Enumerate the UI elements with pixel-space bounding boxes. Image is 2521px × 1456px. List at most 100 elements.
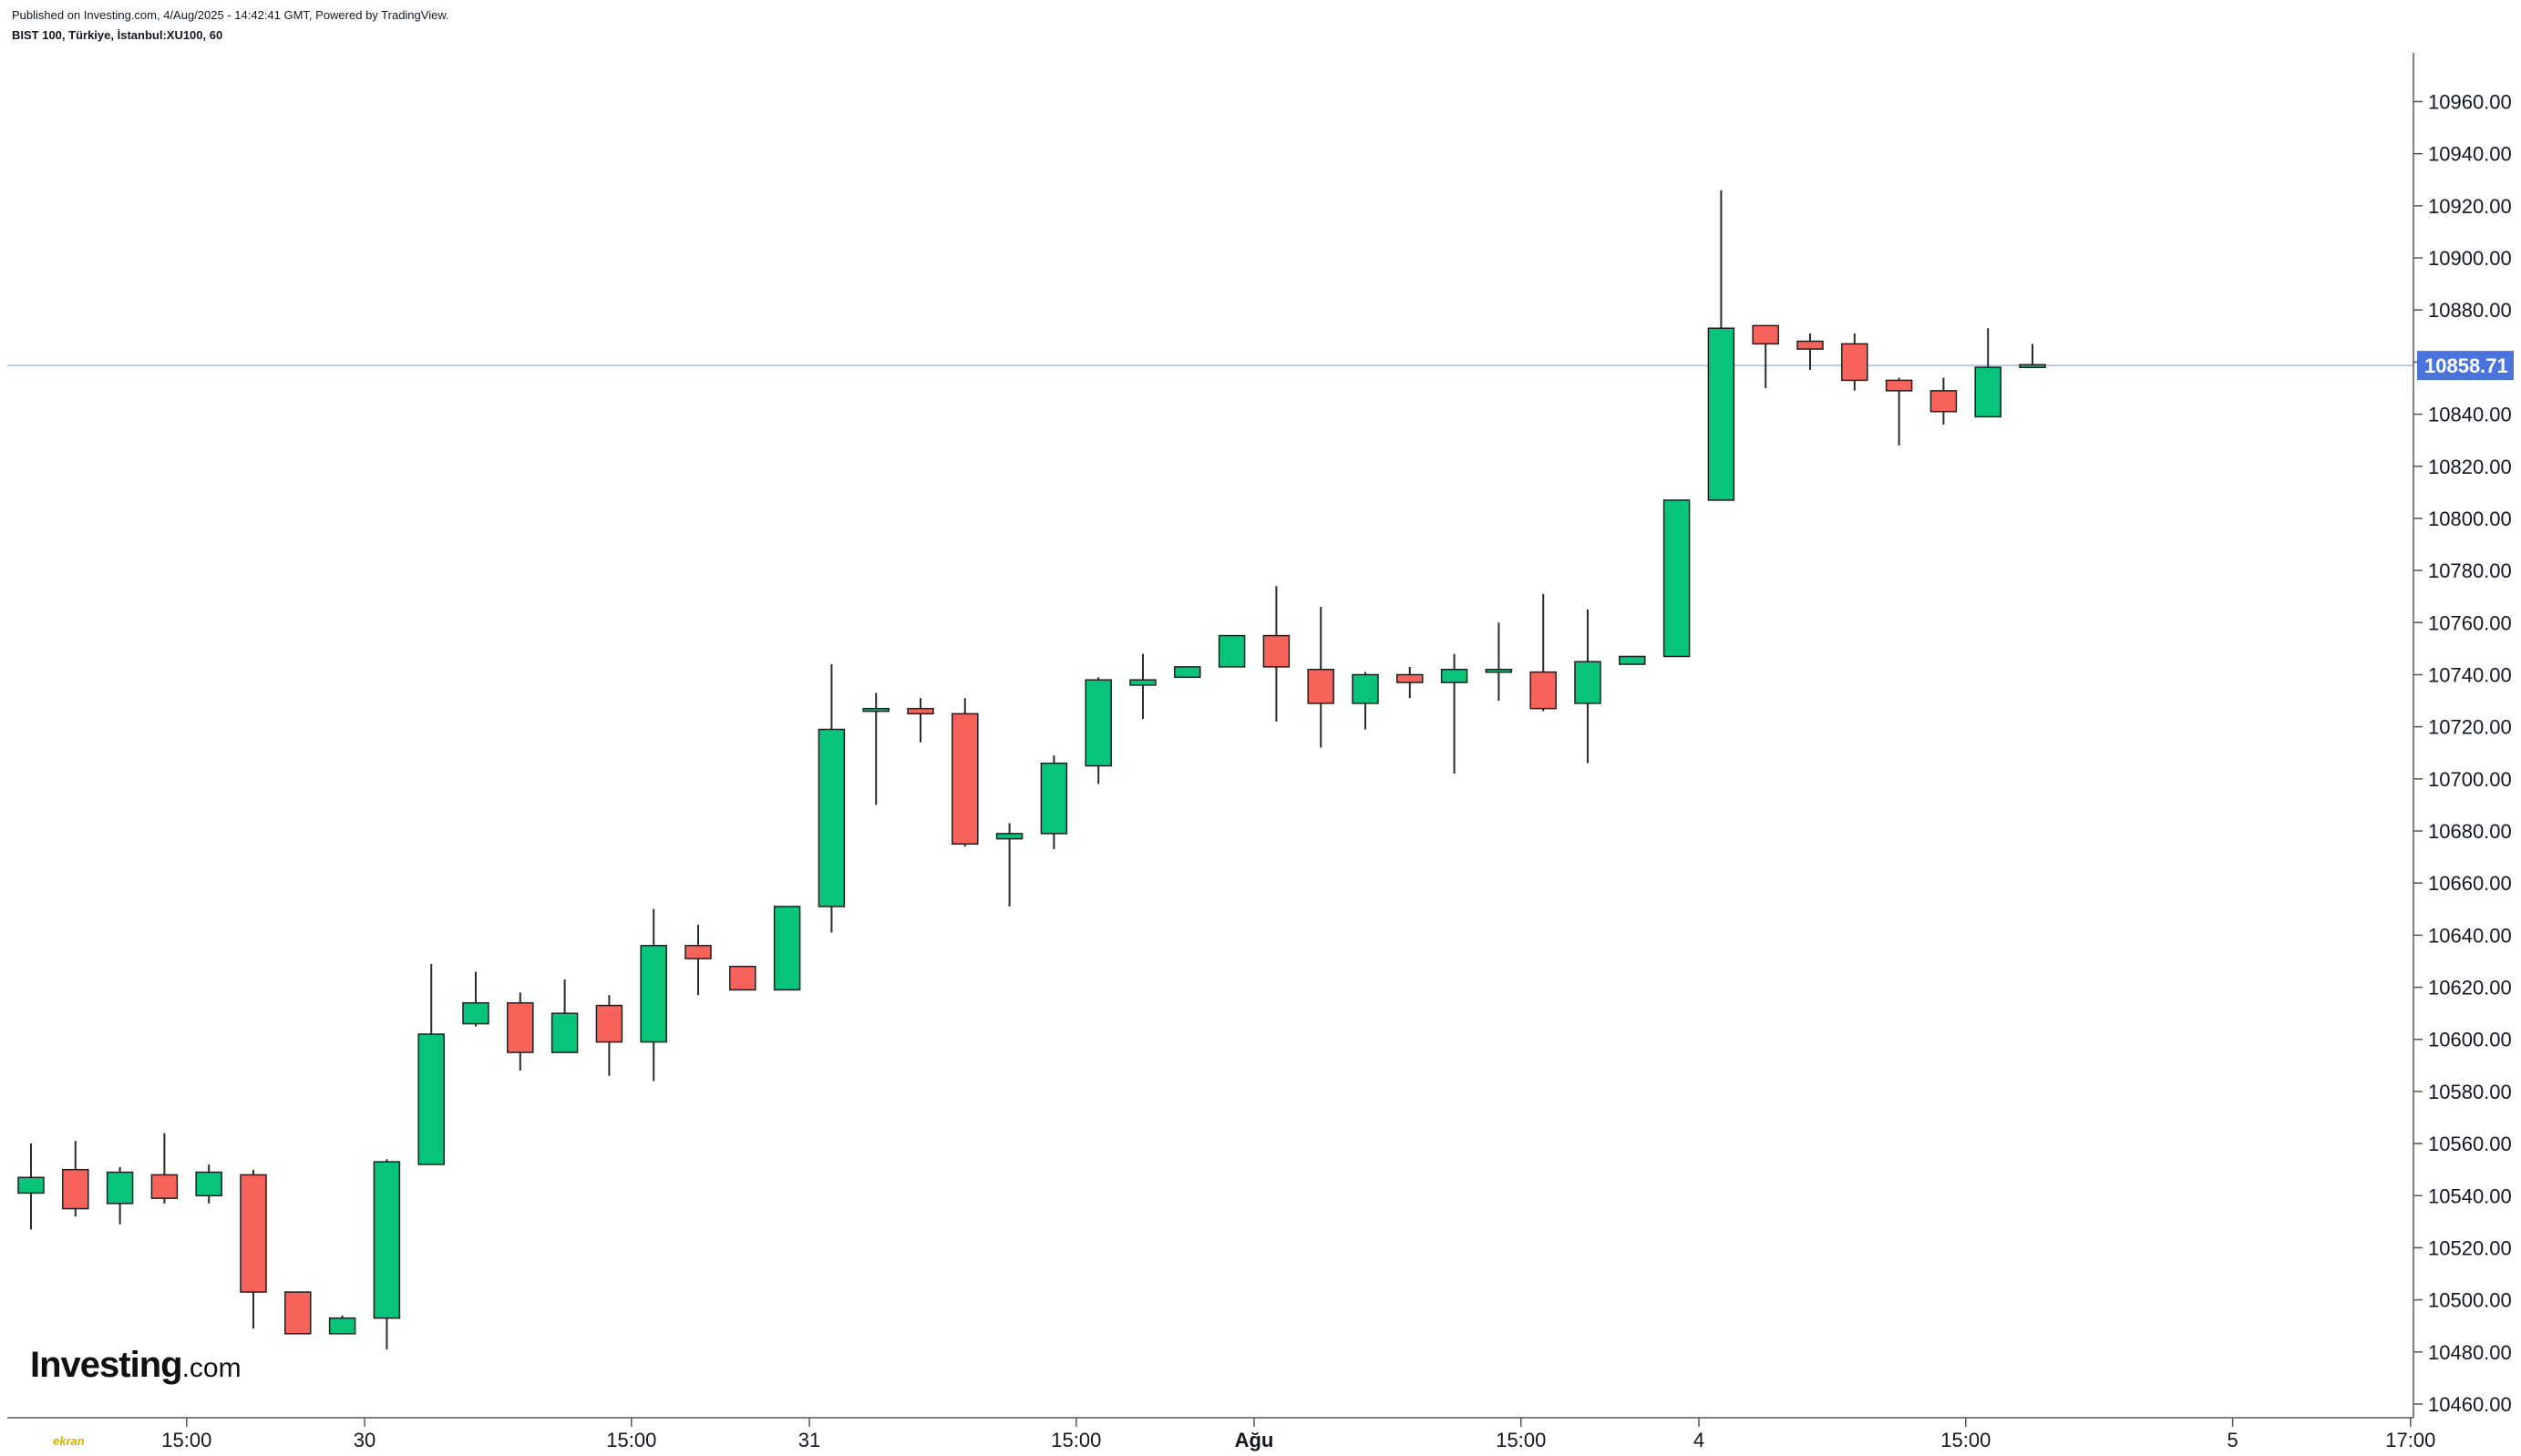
candle (1752, 324, 1779, 388)
x-tick-label: 30 (354, 1429, 376, 1451)
candle-body (62, 1168, 89, 1210)
x-tick-label: 5 (2227, 1429, 2238, 1451)
candle (1396, 666, 1424, 699)
candle-body (106, 1171, 134, 1205)
x-tick-label: 15:00 (1940, 1429, 1991, 1451)
candle-body (1529, 671, 1557, 710)
candles (17, 190, 2046, 1349)
candle-body (462, 1001, 489, 1025)
candle-body (17, 1176, 45, 1195)
candle-body (1796, 340, 1824, 350)
candle (1929, 377, 1958, 426)
candle-body (1396, 673, 1424, 683)
y-tick-label: 10600.00 (2428, 1029, 2512, 1051)
candle-body (818, 728, 846, 907)
logo-tld: .com (181, 1353, 242, 1383)
candle-body (1662, 499, 1691, 658)
candle (1662, 499, 1691, 658)
candle-body (1707, 327, 1735, 501)
logo-brand: Investing (30, 1345, 183, 1385)
candle (2019, 343, 2046, 369)
candle (507, 992, 534, 1071)
candle-body (995, 833, 1024, 840)
candle-body (1352, 673, 1379, 704)
candle (1085, 677, 1112, 784)
x-tick-label: 15:00 (1496, 1429, 1546, 1451)
candle (1885, 377, 1913, 446)
y-tick-label: 10740.00 (2428, 663, 2512, 686)
candle (1707, 190, 1735, 501)
candle-body (595, 1004, 623, 1043)
candle-body (952, 713, 979, 846)
candle-body (684, 945, 712, 959)
candle-body (417, 1033, 445, 1165)
candle-body (240, 1174, 267, 1293)
y-tick-label: 10520.00 (2428, 1236, 2512, 1259)
candle (1529, 593, 1557, 712)
y-tick-label: 10760.00 (2428, 611, 2512, 634)
y-tick-label: 10500.00 (2428, 1289, 2512, 1312)
y-tick-label: 10840.00 (2428, 404, 2512, 426)
y-tick-label: 10880.00 (2428, 299, 2512, 322)
price-badge-bg (2417, 351, 2514, 381)
candle (729, 965, 756, 991)
y-tick-label: 10820.00 (2428, 456, 2512, 478)
candle-body (862, 707, 890, 713)
x-tick-label: Ağu (1235, 1429, 1274, 1451)
y-tick-label: 10540.00 (2428, 1184, 2512, 1207)
x-tick-label: 15:00 (161, 1429, 211, 1451)
symbol-title: BIST 100, Türkiye, İstanbul:XU100, 60 (12, 28, 223, 42)
y-tick-label: 10920.00 (2428, 195, 2512, 218)
y-tick-label: 10780.00 (2428, 559, 2512, 582)
y-tick-label: 10460.00 (2428, 1393, 2512, 1416)
candle (595, 995, 623, 1076)
candle-body (1262, 634, 1291, 668)
candle-body (773, 906, 801, 991)
candle-body (1885, 379, 1913, 392)
candle-body (1307, 669, 1334, 704)
candle (106, 1166, 134, 1225)
candle (373, 1159, 401, 1349)
candle (1485, 622, 1513, 702)
candle-body (1218, 634, 1246, 668)
watermark: ekran (53, 1434, 85, 1448)
candle-body (551, 1012, 579, 1053)
candle (1974, 328, 2001, 418)
candle (150, 1133, 179, 1204)
candle (1352, 672, 1379, 730)
candle-body (1752, 324, 1779, 345)
candle (1262, 586, 1291, 722)
investing-logo: Investing.com (30, 1347, 242, 1383)
candle (995, 823, 1024, 907)
candle-body (1174, 666, 1201, 679)
y-tick-label: 10700.00 (2428, 768, 2512, 791)
candle-body (373, 1161, 401, 1319)
candle (907, 698, 934, 743)
candle (952, 698, 979, 847)
candle (1440, 653, 1468, 774)
candle-body (328, 1317, 356, 1335)
candle (1040, 755, 1068, 850)
candle-body (1129, 679, 1157, 686)
candle (1174, 666, 1201, 679)
published-caption: Published on Investing.com, 4/Aug/2025 -… (12, 8, 449, 22)
candle (640, 908, 667, 1082)
y-axis: 10960.00 10940.00 10920.00 10900.00 10880.00… (2413, 91, 2512, 1416)
candle-body (640, 945, 667, 1043)
candle (417, 963, 445, 1165)
candle (62, 1141, 89, 1217)
x-tick-label: 4 (1693, 1429, 1704, 1451)
candle (284, 1291, 312, 1335)
y-tick-label: 10480.00 (2428, 1341, 2512, 1364)
x-tick-label: 15:00 (1051, 1429, 1101, 1451)
candle (462, 971, 489, 1027)
candle-body (150, 1174, 179, 1199)
candle (1619, 655, 1646, 665)
candle (240, 1169, 267, 1329)
price-badge-label: 10858.71 (2424, 354, 2508, 377)
candle-body (1929, 390, 1958, 413)
candle-body (1485, 669, 1513, 673)
candle-body (1085, 679, 1112, 767)
candle (195, 1164, 222, 1204)
